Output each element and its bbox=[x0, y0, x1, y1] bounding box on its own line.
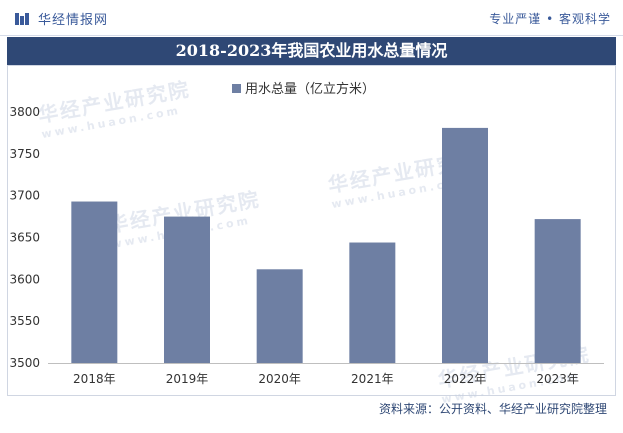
y-tick-label: 3750 bbox=[9, 147, 40, 161]
legend-label: 用水总量（亿立方米） bbox=[245, 81, 375, 97]
x-tick-label: 2020年 bbox=[258, 372, 301, 386]
slogan: 专业严谨 • 客观科学 bbox=[489, 12, 611, 26]
x-tick-label: 2019年 bbox=[166, 372, 209, 386]
y-tick-label: 3550 bbox=[9, 314, 40, 328]
x-tick-label: 2021年 bbox=[351, 372, 394, 386]
bar bbox=[71, 201, 118, 363]
bar bbox=[256, 269, 303, 363]
y-tick-label: 3800 bbox=[9, 105, 40, 119]
y-tick-label: 3600 bbox=[9, 272, 40, 286]
x-tick-label: 2022年 bbox=[444, 372, 487, 386]
brand-name: 华经情报网 bbox=[38, 13, 109, 28]
y-tick-label: 3700 bbox=[9, 189, 40, 203]
bar bbox=[349, 242, 396, 363]
x-tick-label: 2018年 bbox=[73, 372, 116, 386]
x-tick-label: 2023年 bbox=[536, 372, 579, 386]
header-bar: 华经情报网 专业严谨 • 客观科学 bbox=[0, 0, 623, 36]
y-tick-label: 3500 bbox=[9, 356, 40, 370]
bar bbox=[534, 219, 581, 363]
chart-title: 2018-2023年我国农业用水总量情况 bbox=[7, 37, 616, 65]
brand[interactable]: 华经情报网 bbox=[14, 9, 108, 28]
bar bbox=[442, 127, 488, 363]
legend-swatch bbox=[232, 84, 241, 93]
huajing-logo-icon bbox=[15, 12, 29, 25]
bar bbox=[164, 216, 210, 363]
source-note: 资料来源：公开资料、华经产业研究院整理 bbox=[378, 402, 607, 416]
y-tick-label: 3650 bbox=[9, 231, 40, 245]
